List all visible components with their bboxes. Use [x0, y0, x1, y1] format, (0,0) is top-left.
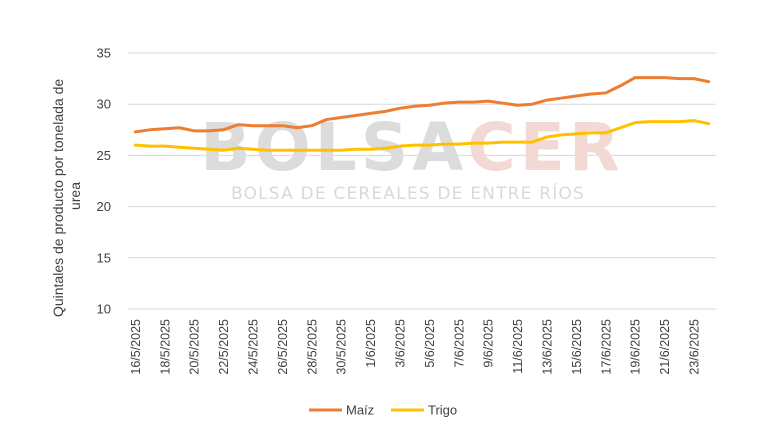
- x-tick-label: 17/6/2025: [599, 319, 613, 375]
- y-axis-title-line2: urea: [67, 182, 83, 210]
- watermark: BOLSACER BOLSA DE CEREALES DE ENTRE RÍOS: [200, 109, 623, 204]
- series-line-trigo: [133, 119, 711, 152]
- x-tick-label: 30/5/2025: [335, 319, 349, 375]
- x-tick-label: 20/5/2025: [188, 319, 202, 375]
- legend: Maíz Trigo: [309, 403, 457, 418]
- y-tick-label: 25: [97, 148, 111, 163]
- x-tick-label: 21/6/2025: [658, 319, 672, 375]
- x-tick-label: 7/6/2025: [452, 319, 466, 368]
- series-lines: [133, 76, 711, 152]
- x-tick-label: 3/6/2025: [393, 319, 407, 368]
- x-tick-label: 15/6/2025: [570, 319, 584, 375]
- x-tick-label: 23/6/2025: [687, 319, 701, 375]
- legend-label: Maíz: [346, 403, 374, 418]
- x-tick-label: 9/6/2025: [482, 319, 496, 368]
- x-tick-label: 5/6/2025: [423, 319, 437, 368]
- watermark-brand-part2: CER: [467, 109, 623, 186]
- series-line-ma-z: [133, 76, 711, 134]
- x-tick-label: 22/5/2025: [217, 319, 231, 375]
- legend-label: Trigo: [428, 403, 457, 418]
- x-tick-label: 16/5/2025: [129, 319, 143, 375]
- y-tick-label: 10: [97, 302, 111, 317]
- axes: 10 15 20 25 30 35 16/5/2025 18/5/2025 20/5/2025 2…: [97, 46, 702, 375]
- y-tick-label: 20: [97, 199, 111, 214]
- x-tick-label: 24/5/2025: [246, 319, 260, 375]
- x-tick-label: 13/6/2025: [540, 319, 554, 375]
- watermark-tagline: BOLSA DE CEREALES DE ENTRE RÍOS: [231, 182, 585, 204]
- legend-item: Trigo: [391, 403, 457, 418]
- x-tick-label: 1/6/2025: [364, 319, 378, 368]
- gridlines: [128, 52, 716, 310]
- y-axis-title-line1: Quintales de producto por tonelada de: [50, 79, 66, 317]
- y-tick-label: 15: [97, 250, 111, 265]
- x-tick-label: 28/5/2025: [305, 319, 319, 375]
- y-axis-label: Quintales de producto por tonelada de ur…: [50, 75, 83, 317]
- y-tick-label: 35: [97, 46, 111, 61]
- y-tick-label: 30: [97, 97, 111, 112]
- legend-item: Maíz: [309, 403, 374, 418]
- watermark-brand: BOLSACER: [200, 109, 623, 186]
- x-tick-label: 26/5/2025: [276, 319, 290, 375]
- x-tick-label: 18/5/2025: [158, 319, 172, 375]
- x-tick-label: 11/6/2025: [511, 319, 525, 374]
- x-tick-label: 19/6/2025: [629, 319, 643, 375]
- y-axis-title: Quintales de producto por tonelada de ur…: [50, 75, 83, 317]
